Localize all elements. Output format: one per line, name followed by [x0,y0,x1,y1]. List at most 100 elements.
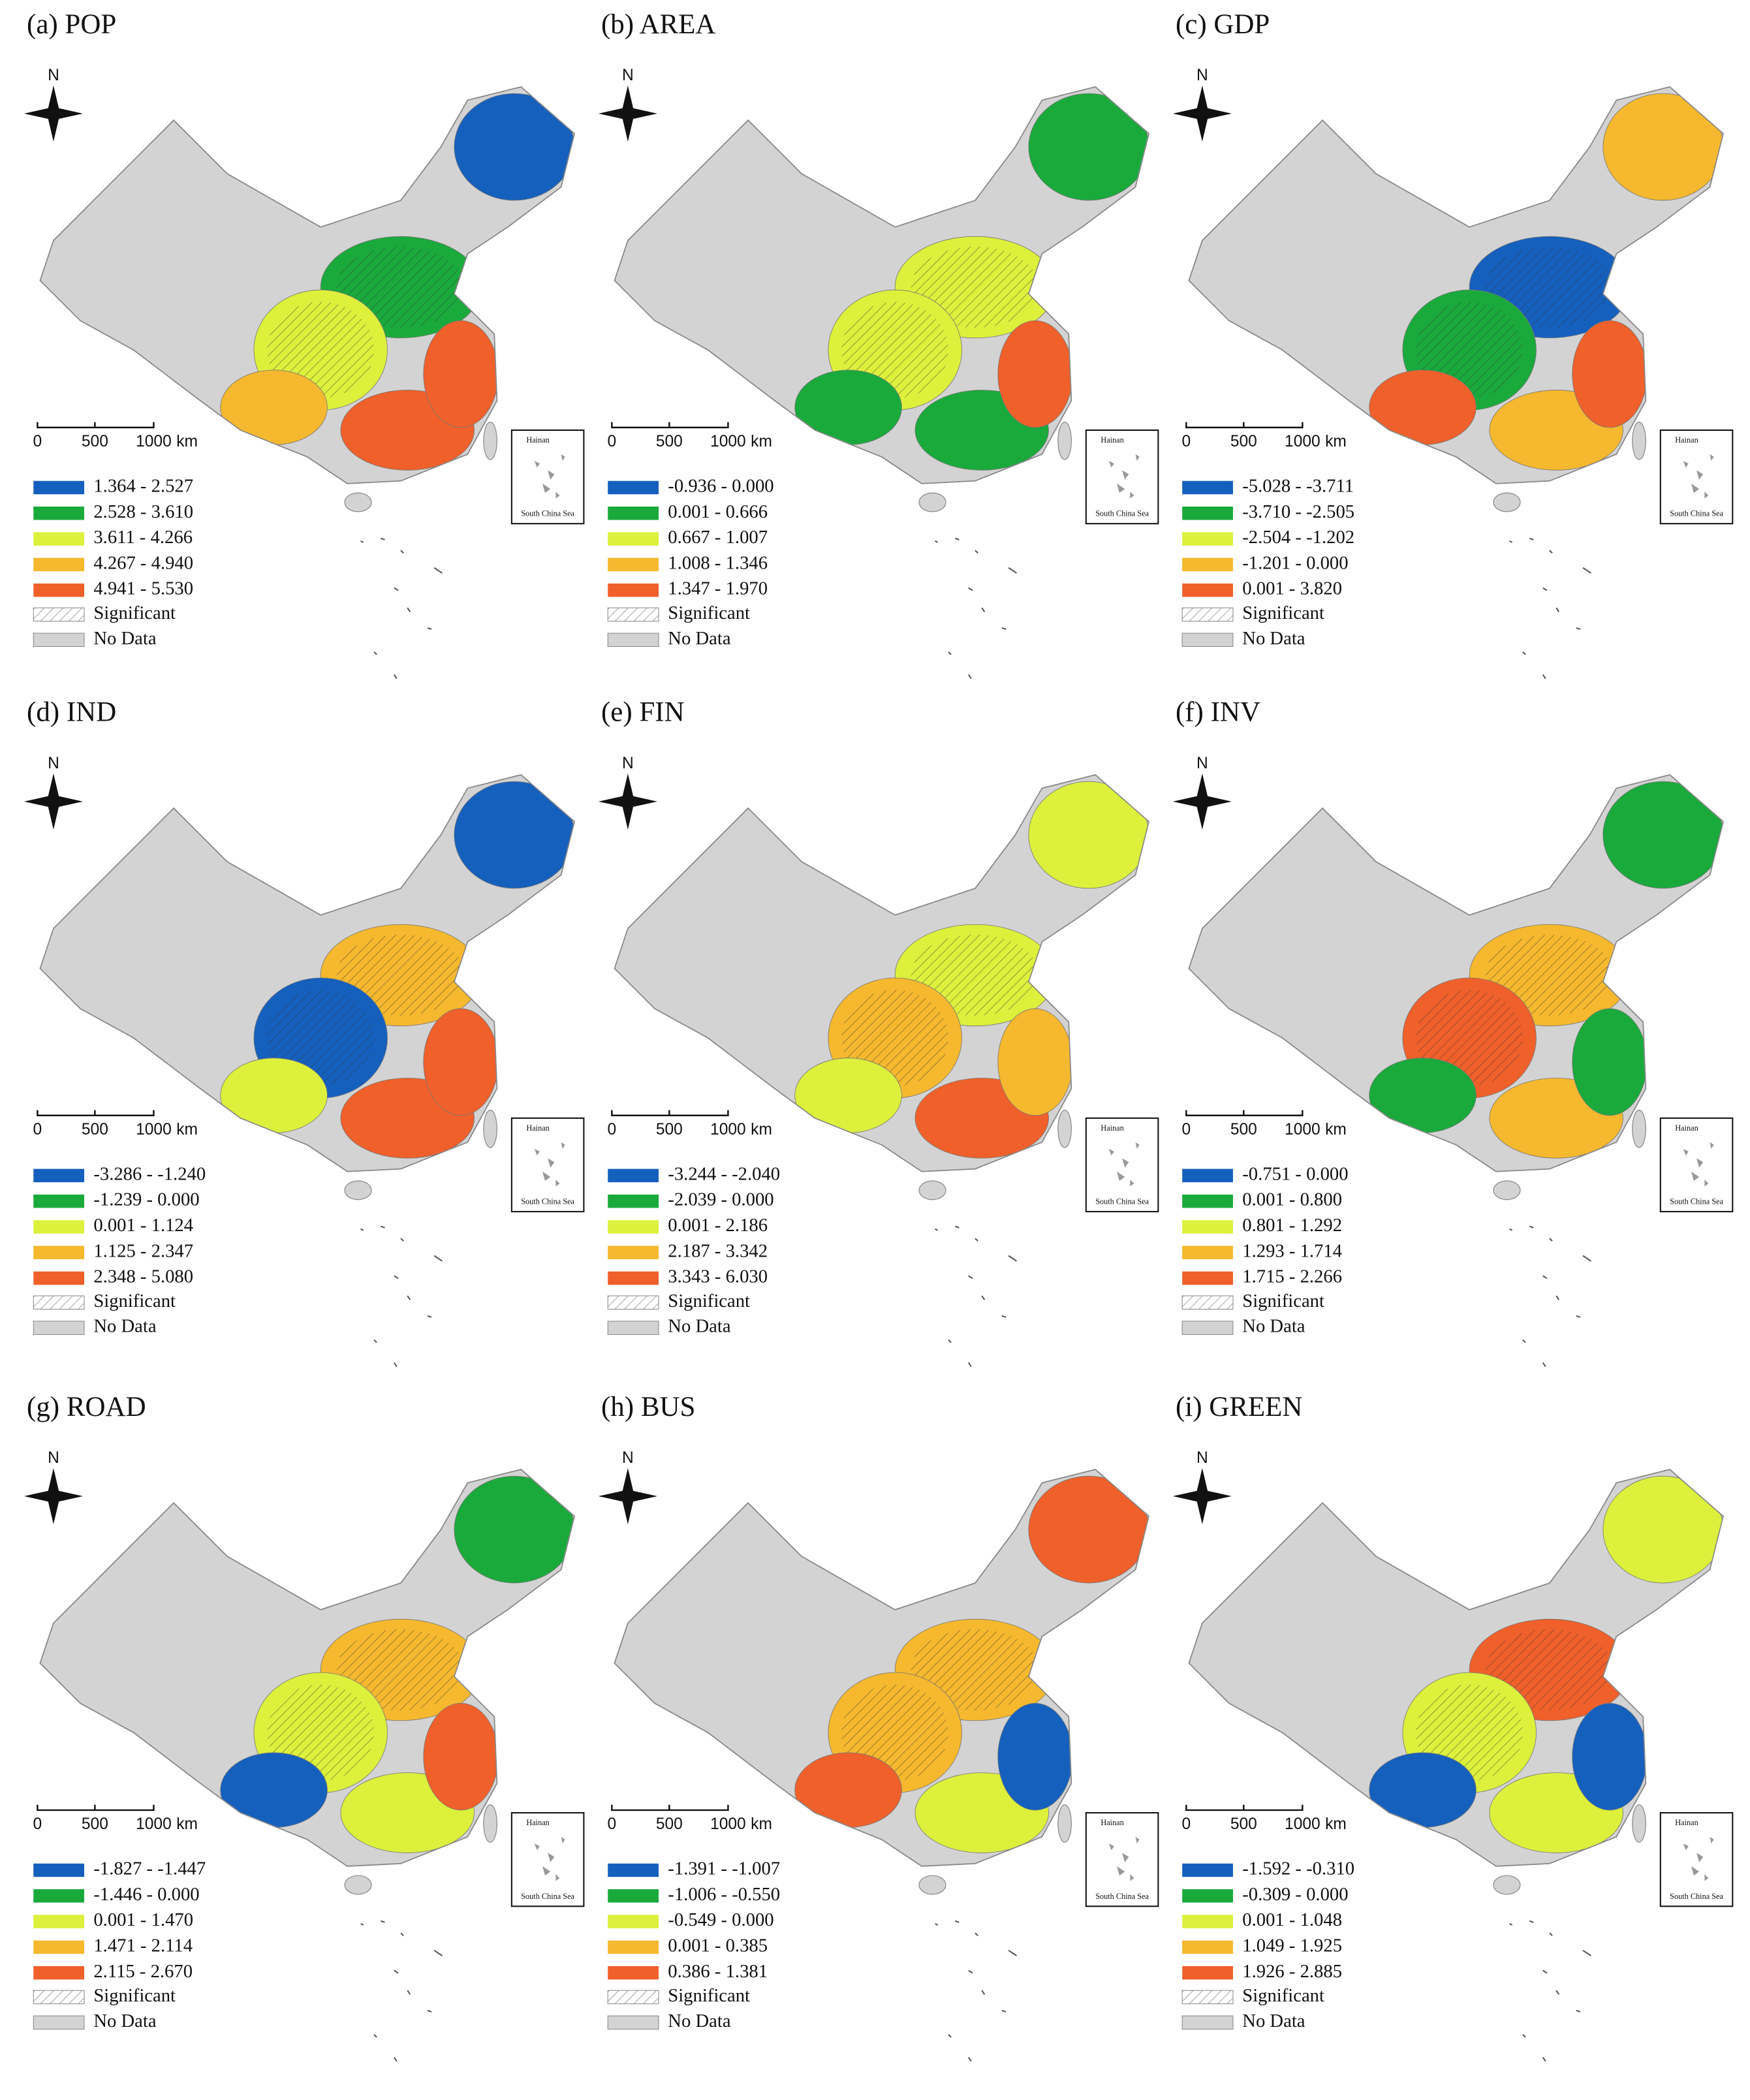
inset-caption: South China Sea [521,1197,574,1206]
offshore-islands [935,537,1017,680]
legend-label: -0.309 - 0.000 [1242,1884,1348,1905]
map-panel: (a) POP N 0 500 1000 km Hainan South China Sea 1… [23,9,585,680]
legend-label-significant: Significant [668,1291,750,1311]
legend-swatch [1182,480,1233,495]
offshore-islands [935,1225,1017,1368]
legend-swatch [608,1194,659,1208]
legend-swatch [1182,532,1233,546]
significant-region [1485,246,1614,328]
region [423,1008,499,1116]
panel-title: (c) GDP [1176,9,1270,40]
legend-label: 0.801 - 1.292 [1242,1215,1342,1236]
north-arrow [1172,773,1232,830]
legend-label: -5.028 - -3.711 [1242,476,1354,497]
north-label: N [48,67,59,84]
scale-label: 500 [656,1121,683,1138]
legend-label: 2.348 - 5.080 [93,1266,193,1287]
inset-label: Hainan [1101,435,1123,445]
scale-label: 0 [33,1121,42,1138]
region [997,1702,1073,1811]
legend-label-no-data: No Data [1242,628,1305,649]
region [1572,1008,1648,1116]
inset-islands [534,454,565,499]
scale-label: 500 [82,433,108,450]
legend-swatch [33,1168,85,1183]
region [1602,781,1723,889]
north-arrow [598,773,657,830]
legend-swatch [1182,1220,1233,1234]
scale-label: km [751,1121,772,1138]
legend-swatch [1182,1915,1233,1928]
region [454,93,575,201]
map-panel: (h) BUS N 0 500 1000 km Hainan South China Sea -… [598,1392,1159,2062]
island [1493,492,1521,512]
north-label: N [1196,755,1208,772]
scale-label: 1000 [1285,433,1320,450]
scale-label: km [176,1121,198,1138]
legend-swatch-significant [1181,1295,1234,1310]
inset-caption: South China Sea [1670,509,1723,518]
legend-swatch [1182,1966,1233,1980]
region [423,1702,499,1811]
legend-swatch [1182,1940,1233,1954]
region [794,1058,902,1133]
legend-label: 1.347 - 1.970 [668,578,768,599]
map-panel: (c) GDP N 0 500 1000 km Hainan South China Sea -… [1172,9,1734,680]
inset-frame [1085,429,1159,525]
legend-swatch [608,1168,659,1183]
legend-swatch [1182,507,1233,520]
region-layer [220,781,575,1159]
north-label: N [1196,67,1208,84]
legend-label: -3.286 - -1.240 [93,1163,206,1184]
inset-islands [1683,1836,1714,1881]
legend-swatch-no-data [1181,1321,1234,1335]
legend-label-no-data: No Data [1242,1316,1305,1337]
legend-swatch [608,1966,659,1980]
inset-frame [510,1117,585,1213]
legend-label: -0.549 - 0.000 [668,1909,773,1930]
legend-label-significant: Significant [1242,1985,1324,2006]
legend-swatch-no-data [607,2015,659,2030]
legend-label: 0.001 - 1.124 [93,1215,193,1236]
region [423,320,499,428]
legend-label: 3.611 - 4.266 [93,527,193,548]
scale-bar [37,1110,155,1117]
region [1602,1475,1723,1584]
region-layer [794,1475,1149,1853]
legend-swatch [1182,1246,1233,1259]
region-layer [1369,781,1723,1159]
legend-label: -3.244 - -2.040 [668,1163,780,1184]
region-layer [794,781,1149,1159]
legend-swatch [608,1863,659,1877]
offshore-islands [935,1920,1017,2062]
island [483,1804,497,1843]
scale-label: 0 [608,1121,617,1138]
north-label: N [622,755,634,772]
scale-bar [611,1804,729,1811]
legend-label-significant: Significant [668,1985,750,2006]
legend-swatch-significant [607,607,659,622]
legend-label: 0.001 - 2.186 [668,1215,768,1236]
legend-label: 0.001 - 0.800 [1242,1189,1342,1210]
significant-region [911,934,1040,1016]
legend-label-significant: Significant [1242,1291,1324,1311]
scale-bar [37,422,155,429]
legend-label-no-data: No Data [668,628,731,649]
north-label: N [48,1449,59,1467]
legend-label: -3.710 - -2.505 [1242,501,1354,522]
north-arrow [23,773,83,830]
inset-frame [1085,1117,1159,1213]
legend-label: -1.391 - -1.007 [668,1858,780,1879]
country-outline [614,1469,1149,1867]
panel-title: (b) AREA [601,9,715,40]
island [483,422,497,460]
region [220,1752,328,1828]
scale-label: 0 [33,433,42,450]
legend-swatch [1182,1168,1233,1183]
region [1369,1058,1477,1133]
island [918,492,946,512]
legend-label: 1.926 - 2.885 [1242,1961,1342,1982]
scale-label: 500 [82,1815,108,1833]
north-label: N [1196,1449,1208,1467]
legend-swatch [33,1966,85,1980]
